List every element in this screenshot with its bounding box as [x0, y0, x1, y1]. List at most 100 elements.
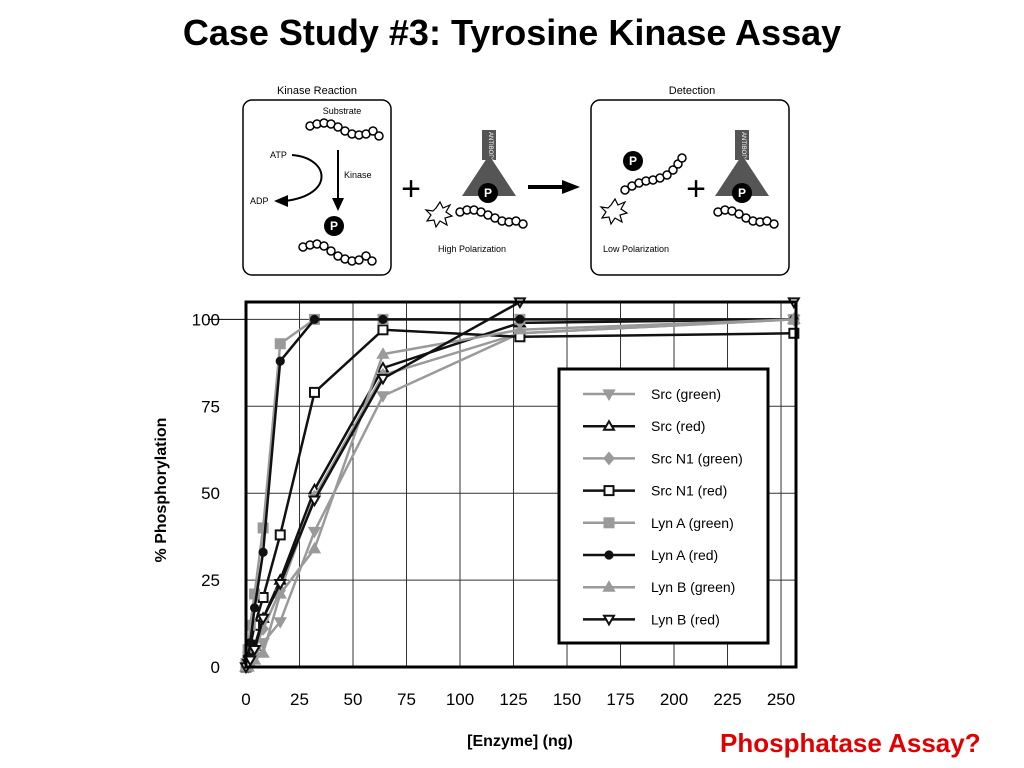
data-point — [275, 356, 285, 366]
data-point — [788, 327, 800, 339]
legend-entry: Src (green) — [583, 386, 721, 402]
data-point — [243, 655, 257, 667]
data-point — [308, 386, 320, 398]
plus-icon-2: + — [686, 170, 706, 208]
substrate-label: Substrate — [323, 106, 362, 116]
legend-marker — [602, 580, 616, 592]
legend-entry: Lyn A (red) — [583, 547, 718, 563]
legend-marker — [602, 389, 616, 401]
x-axis-label: [Enzyme] (ng) — [467, 733, 573, 750]
legend-entry: Lyn A (green) — [583, 515, 734, 531]
data-point — [309, 314, 320, 324]
y-tick-label: 0 — [211, 658, 220, 677]
free-tracer-chain-icon — [620, 153, 687, 195]
svg-text:ANTIBODY: ANTIBODY — [740, 132, 746, 163]
svg-text:P: P — [484, 186, 492, 200]
x-tick-label: 25 — [290, 690, 309, 709]
svg-text:ANTIBODY: ANTIBODY — [487, 132, 493, 163]
legend-label: Src N1 (green) — [651, 450, 743, 466]
adp-label: ADP — [250, 196, 269, 206]
x-tick-label: 175 — [606, 690, 634, 709]
chart-series — [239, 297, 801, 674]
data-point — [376, 373, 390, 386]
data-point — [513, 322, 527, 335]
legend-entry: Src N1 (green) — [583, 450, 743, 466]
data-point — [307, 526, 322, 539]
legend-box — [557, 367, 770, 645]
data-point — [273, 617, 287, 629]
data-point — [256, 646, 270, 658]
legend-marker — [603, 517, 615, 529]
legend-entry: Src (red) — [583, 418, 705, 434]
kinase-label: Kinase — [344, 170, 372, 180]
data-point — [249, 603, 260, 613]
series-line — [244, 318, 794, 668]
antibody-tracer-icon: ANTIBODY P — [424, 130, 528, 229]
x-tick-label: 50 — [344, 690, 363, 709]
legend-marker — [602, 614, 616, 627]
detection-title: Detection — [669, 85, 715, 97]
x-tick-label: 100 — [446, 690, 474, 709]
data-point — [377, 324, 389, 336]
high-polarization-label: High Polarization — [438, 244, 506, 254]
phosphate-icon — [324, 216, 344, 236]
data-point — [274, 338, 286, 350]
plus-icon: + — [401, 170, 421, 208]
data-point — [273, 578, 287, 591]
legend-marker — [603, 451, 615, 466]
x-tick-label: 200 — [660, 690, 688, 709]
data-point — [258, 547, 268, 557]
substrate-chain-icon — [305, 118, 384, 141]
data-point — [274, 529, 286, 541]
reaction-arrow-icon — [528, 180, 580, 194]
legend-marker — [603, 485, 615, 497]
low-polarization-label: Low Polarization — [603, 244, 669, 254]
svg-text:P: P — [330, 219, 338, 233]
kinase-reaction-title: Kinase Reaction — [277, 85, 357, 97]
legend-label: Src N1 (red) — [651, 483, 727, 499]
slide-title: Case Study #3: Tyrosine Kinase Assay — [182, 12, 842, 53]
data-point — [247, 645, 262, 657]
x-tick-label: 125 — [499, 690, 527, 709]
legend-marker — [602, 419, 616, 431]
data-point — [515, 314, 525, 324]
data-point — [256, 613, 270, 626]
phosphorylation-chart: 0 25 50 75 100 125 150 175 200 225 250 0 25 50 75 100 [… — [153, 297, 801, 750]
legend-label: Lyn B (green) — [651, 579, 735, 595]
phosphatase-assay-note: Phosphatase Assay? — [720, 728, 981, 758]
legend-entry: Lyn B (green) — [583, 579, 735, 595]
y-tick-label: 50 — [201, 484, 220, 503]
legend-label: Src (red) — [651, 418, 705, 434]
x-tick-label: 0 — [241, 690, 250, 709]
x-tick-label: 75 — [397, 690, 416, 709]
svg-text:P: P — [629, 154, 637, 168]
data-point — [257, 522, 269, 534]
phospho-substrate-chain-icon — [298, 239, 377, 266]
free-phosphate-icon — [623, 151, 643, 171]
x-tick-label: 225 — [713, 690, 741, 709]
y-tick-label: 75 — [201, 397, 220, 416]
data-point — [378, 314, 388, 324]
chart-legend: Src (green) Src (red) Src N1 (green) Src N1… — [557, 367, 770, 645]
y-tick-label: 100 — [192, 310, 220, 329]
atp-adp-arrow-icon — [284, 154, 323, 202]
data-point — [307, 495, 322, 508]
y-axis-label: % Phosphorylation — [153, 418, 170, 563]
data-point — [273, 587, 287, 599]
plot-frame — [244, 300, 798, 669]
legend-entry: Src N1 (red) — [583, 483, 727, 499]
legend-entry: Lyn B (red) — [583, 611, 720, 627]
antibody-bound-icon: ANTIBODY P — [713, 130, 779, 229]
chart-ticks: 0 25 50 75 100 125 150 175 200 225 250 0 25 50 75 100 — [192, 310, 796, 709]
legend-label: Lyn B (red) — [651, 611, 720, 627]
atp-label: ATP — [270, 150, 287, 160]
legend-label: Lyn A (green) — [651, 515, 734, 531]
legend-marker — [604, 550, 614, 560]
legend-label: Lyn A (red) — [651, 547, 718, 563]
detection-panel: Detection P + ANTIBODY P Low Polarizatio… — [590, 85, 790, 276]
x-tick-label: 250 — [767, 690, 795, 709]
legend-label: Src (green) — [651, 386, 721, 402]
svg-text:P: P — [738, 186, 746, 200]
y-tick-label: 25 — [201, 571, 220, 590]
